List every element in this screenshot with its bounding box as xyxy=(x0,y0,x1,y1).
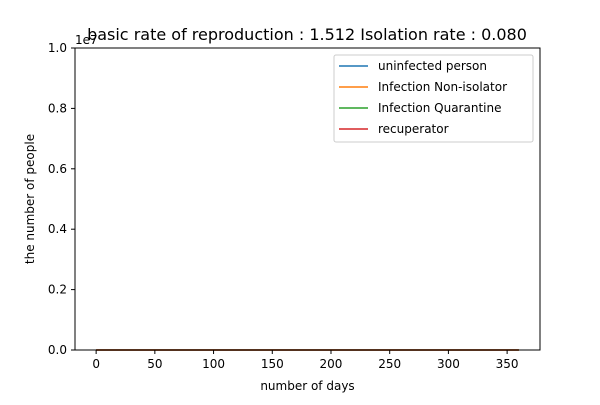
legend-label: Infection Quarantine xyxy=(378,101,501,115)
legend-frame xyxy=(333,54,534,143)
x-tick-label: 200 xyxy=(320,357,343,371)
y-axis-label: the number of people xyxy=(23,134,37,264)
x-axis-label: number of days xyxy=(260,379,354,393)
x-tick-label: 150 xyxy=(261,357,284,371)
y-tick-label: 0.8 xyxy=(48,101,67,115)
legend-label: Infection Non-isolator xyxy=(378,80,507,94)
legend-label: recuperator xyxy=(378,122,449,136)
y-tick-label: 0.0 xyxy=(48,343,67,357)
y-axis-ticks: 0.0 0.2 0.4 0.6 0.8 1.0 xyxy=(48,41,75,357)
y-tick-label: 0.4 xyxy=(48,222,67,236)
y-tick-label: 0.6 xyxy=(48,162,67,176)
x-tick-label: 50 xyxy=(147,357,162,371)
x-tick-label: 0 xyxy=(92,357,100,371)
x-tick-label: 350 xyxy=(496,357,519,371)
x-tick-label: 300 xyxy=(437,357,460,371)
x-tick-label: 100 xyxy=(202,357,225,371)
x-axis-ticks: 0 50 100 150 200 250 300 350 xyxy=(92,350,519,371)
axes-frame xyxy=(74,47,541,351)
legend: uninfected person Infection Non-isolator I… xyxy=(333,54,534,143)
y-axis-offset-label: 1e7 xyxy=(75,33,98,47)
y-tick-label: 0.2 xyxy=(48,283,67,297)
chart-title: basic rate of reproduction : 1.512 Isola… xyxy=(87,25,527,44)
x-tick-label: 250 xyxy=(378,357,401,371)
legend-label: uninfected person xyxy=(378,59,487,73)
y-tick-label: 1.0 xyxy=(48,41,67,55)
